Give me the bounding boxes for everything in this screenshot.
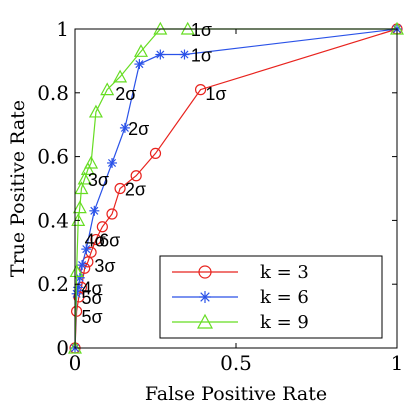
sigma-annotation: 3σ [94,256,115,276]
y-axis-label: True Positive Rate [7,100,29,277]
y-tick-label: 0.4 [37,208,69,232]
sigma-annotation: 3σ [88,170,109,190]
data-point [72,200,87,214]
data-point [113,69,128,83]
data-point [130,170,142,182]
y-tick-label: 1 [56,17,69,41]
legend: k = 3 k = 6 k = 9 [159,255,383,339]
data-point [194,84,207,96]
sigma-annotation: 6σ [99,231,120,251]
data-point [179,49,190,60]
y-tick-label: 0.8 [37,81,69,105]
data-point [114,182,126,195]
data-point [77,260,88,271]
data-point [90,233,102,246]
sigma-annotation: 1σ [191,46,212,66]
data-point [134,59,145,70]
data-point [84,155,99,169]
legend-entry: k = 9 [172,312,309,333]
data-point [155,49,166,60]
data-point [100,82,115,96]
x-tick-label: 1 [391,351,404,375]
ticks: 0 0.5 1 0 0.2 0.4 0.6 0.8 1 [37,17,403,375]
sigma-annotation: 5σ [81,288,102,308]
y-tick-label: 0 [56,336,69,360]
x-tick-label: 0 [69,351,82,375]
data-point [133,44,149,57]
data-point [81,244,92,255]
legend-label: k = 3 [260,262,309,283]
sigma-annotation: 1σ [205,84,226,104]
legend-label: k = 6 [260,287,309,308]
data-point [198,265,212,279]
sigma-annotation: 4σ [85,231,106,251]
data-point [149,147,162,160]
data-point [80,162,95,175]
legend-entry: k = 3 [172,262,309,283]
data-point [88,104,103,118]
x-axis-label: False Positive Rate [145,383,327,405]
x-tick-label: 0.5 [220,351,252,375]
sigma-annotation: 2σ [125,180,146,200]
data-point [199,291,211,303]
sigma-annotation: 1σ [191,20,212,40]
y-tick-label: 0.2 [37,272,69,296]
sigma-annotation: 2σ [128,119,149,139]
y-tick-label: 0.6 [37,145,69,169]
sigma-annotation: 2σ [115,84,136,104]
data-point [74,181,89,195]
legend-entry: k = 6 [172,287,309,308]
data-point [89,205,100,216]
data-point [77,171,92,185]
legend-label: k = 9 [260,312,309,333]
data-point [96,221,108,233]
data-point [106,208,118,220]
data-point [196,313,214,329]
sigma-annotation: 5σ [81,307,102,327]
data-point [107,157,118,168]
data-point [69,264,84,278]
data-point [119,122,130,133]
sigma-annotation: 4σ [81,278,102,298]
